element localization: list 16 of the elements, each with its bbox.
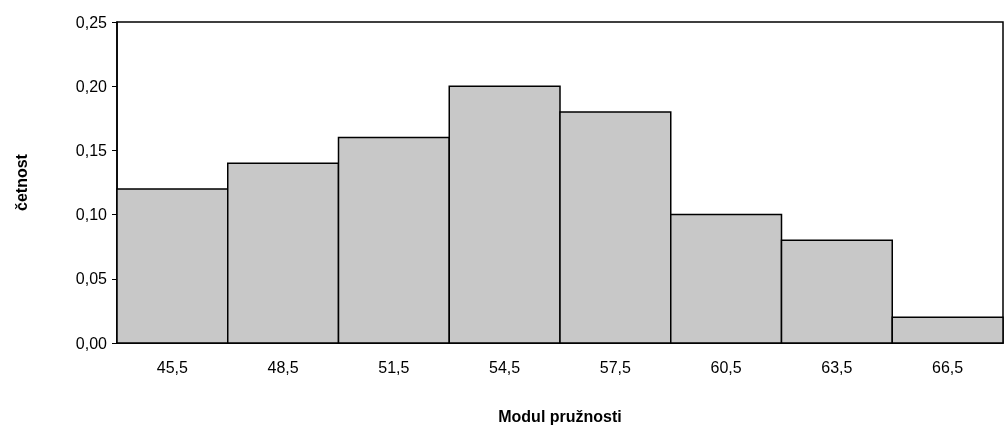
y-tick-label: 0,20 bbox=[75, 77, 108, 95]
x-axis-title: Modul pružnosti bbox=[498, 407, 622, 425]
x-tick-label: 48,5 bbox=[267, 358, 299, 376]
y-tick-label: 0,25 bbox=[75, 13, 108, 31]
y-tick-label: 0,15 bbox=[75, 141, 108, 159]
x-tick-label: 66,5 bbox=[932, 358, 964, 376]
x-tick-label: 63,5 bbox=[821, 358, 853, 376]
x-tick-label: 60,5 bbox=[710, 358, 742, 376]
y-tick-label: 0,05 bbox=[75, 270, 108, 288]
y-tick-label: 0,10 bbox=[75, 206, 108, 224]
x-tick-label: 57,5 bbox=[599, 358, 632, 376]
x-tick-label: 45,5 bbox=[156, 358, 189, 376]
x-tick-label: 54,5 bbox=[489, 358, 521, 376]
y-tick-label: 0,00 bbox=[75, 334, 108, 352]
x-tick-label: 51,5 bbox=[378, 358, 410, 376]
y-axis-title: četnost bbox=[12, 153, 30, 211]
